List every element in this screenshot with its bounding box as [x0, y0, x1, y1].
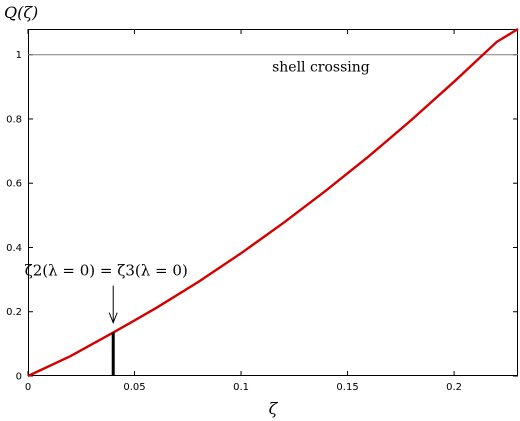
zeta-annotation: ζ2(λ = 0) = ζ3(λ = 0) — [25, 262, 188, 280]
y-tick-label: 0 — [16, 372, 22, 383]
y-tick-label: 0.4 — [6, 243, 22, 254]
series-line — [27, 27, 519, 378]
y-tick-label: 0.6 — [6, 179, 22, 190]
plot-frame — [28, 29, 518, 376]
y-tick-label: 0.8 — [6, 114, 22, 125]
annotation-arrowhead — [108, 312, 118, 324]
y-tick-label: 1 — [16, 50, 22, 61]
y-axis-ticks: 0 0.2 0.4 0.6 0.8 1 — [6, 50, 518, 383]
x-tick-label: 0 — [25, 382, 31, 393]
x-axis-ticks: 0 0.05 0.1 0.15 0.2 — [25, 29, 462, 393]
y-tick-label: 0.2 — [6, 307, 22, 318]
x-tick-label: 0.2 — [446, 382, 462, 393]
x-tick-label: 0.1 — [233, 382, 249, 393]
x-tick-label: 0.05 — [123, 382, 145, 393]
y-axis-title: Q(ζ) — [4, 3, 38, 22]
x-axis-title: ζ — [269, 399, 279, 418]
x-tick-label: 0.15 — [336, 382, 358, 393]
shell-crossing-label: shell crossing — [272, 60, 370, 76]
